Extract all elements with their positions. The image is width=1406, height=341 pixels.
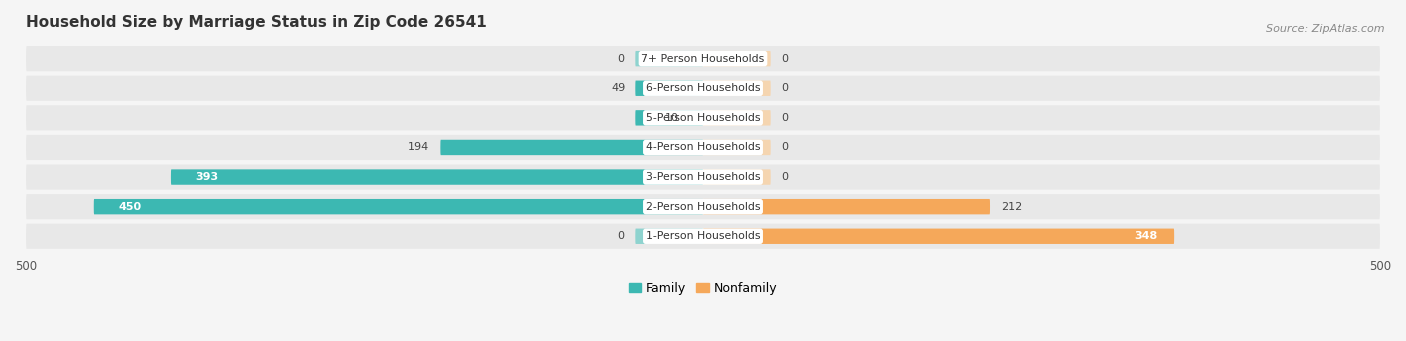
Text: 7+ Person Households: 7+ Person Households xyxy=(641,54,765,64)
Text: 0: 0 xyxy=(782,54,789,64)
Text: 348: 348 xyxy=(1135,231,1159,241)
Text: 5-Person Households: 5-Person Households xyxy=(645,113,761,123)
Text: 0: 0 xyxy=(782,143,789,152)
Text: 49: 49 xyxy=(612,83,626,93)
Text: 10: 10 xyxy=(665,113,679,123)
FancyBboxPatch shape xyxy=(27,46,1379,71)
Text: 450: 450 xyxy=(118,202,141,212)
FancyBboxPatch shape xyxy=(636,80,703,96)
FancyBboxPatch shape xyxy=(27,164,1379,190)
FancyBboxPatch shape xyxy=(636,110,703,125)
Text: 0: 0 xyxy=(617,231,624,241)
Text: Source: ZipAtlas.com: Source: ZipAtlas.com xyxy=(1267,24,1385,34)
Text: 3-Person Households: 3-Person Households xyxy=(645,172,761,182)
FancyBboxPatch shape xyxy=(703,110,770,125)
FancyBboxPatch shape xyxy=(636,228,703,244)
FancyBboxPatch shape xyxy=(172,169,703,185)
Legend: Family, Nonfamily: Family, Nonfamily xyxy=(628,282,778,295)
FancyBboxPatch shape xyxy=(703,51,770,66)
FancyBboxPatch shape xyxy=(27,76,1379,101)
FancyBboxPatch shape xyxy=(94,199,703,214)
Text: 0: 0 xyxy=(782,113,789,123)
FancyBboxPatch shape xyxy=(703,140,770,155)
Text: Household Size by Marriage Status in Zip Code 26541: Household Size by Marriage Status in Zip… xyxy=(27,15,486,30)
FancyBboxPatch shape xyxy=(703,80,770,96)
FancyBboxPatch shape xyxy=(440,140,703,155)
Text: 0: 0 xyxy=(782,83,789,93)
FancyBboxPatch shape xyxy=(636,51,703,66)
Text: 393: 393 xyxy=(195,172,218,182)
Text: 6-Person Households: 6-Person Households xyxy=(645,83,761,93)
FancyBboxPatch shape xyxy=(27,194,1379,219)
Text: 212: 212 xyxy=(1001,202,1022,212)
FancyBboxPatch shape xyxy=(703,228,1174,244)
FancyBboxPatch shape xyxy=(703,169,770,185)
Text: 0: 0 xyxy=(782,172,789,182)
FancyBboxPatch shape xyxy=(703,199,990,214)
FancyBboxPatch shape xyxy=(27,135,1379,160)
Text: 4-Person Households: 4-Person Households xyxy=(645,143,761,152)
Text: 0: 0 xyxy=(617,54,624,64)
FancyBboxPatch shape xyxy=(27,224,1379,249)
Text: 194: 194 xyxy=(408,143,429,152)
Text: 1-Person Households: 1-Person Households xyxy=(645,231,761,241)
Text: 2-Person Households: 2-Person Households xyxy=(645,202,761,212)
FancyBboxPatch shape xyxy=(27,105,1379,131)
